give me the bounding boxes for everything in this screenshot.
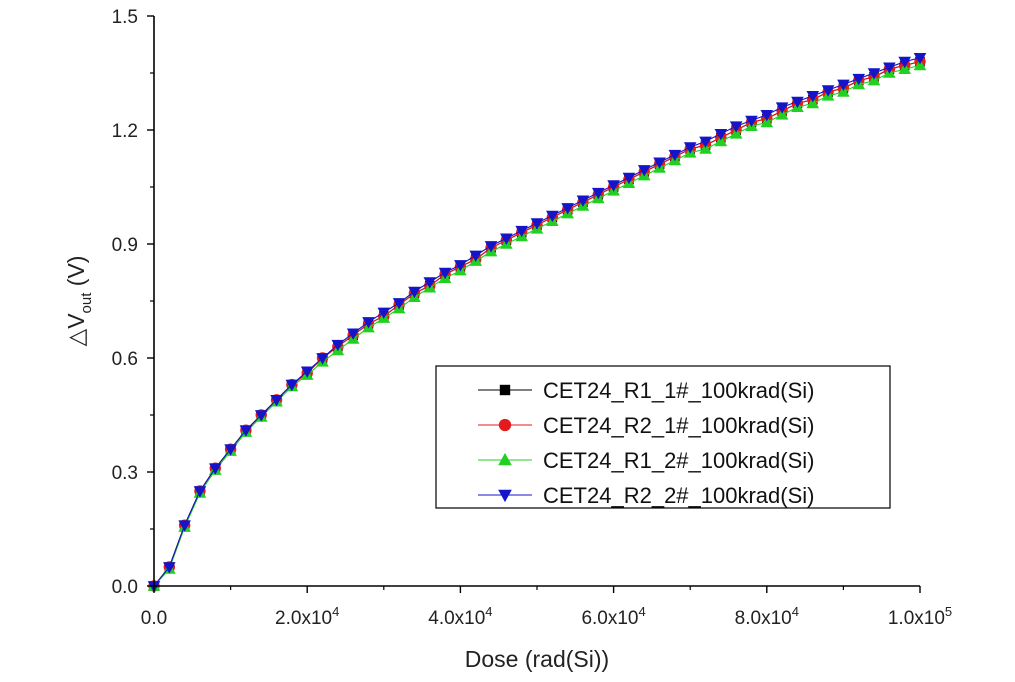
y-axis-title: △Vout (V) bbox=[63, 256, 95, 347]
data-point bbox=[867, 74, 881, 86]
data-point bbox=[254, 410, 268, 422]
ticks-layer: 0.0 2.0x104 4.0x104 6.0x104 8.0x104 1.0x105 0.… bbox=[112, 7, 953, 629]
y-axis-title-suffix: (V) bbox=[63, 256, 89, 293]
data-point bbox=[714, 134, 728, 147]
data-point bbox=[515, 225, 528, 238]
data-point bbox=[270, 395, 283, 407]
series-layer bbox=[147, 53, 927, 593]
data-point bbox=[591, 187, 605, 200]
x-tick-label: 6.0x104 bbox=[581, 604, 645, 629]
legend-marker bbox=[498, 452, 512, 466]
legend-marker bbox=[498, 489, 512, 503]
legend-marker bbox=[499, 384, 511, 396]
y-tick-label: 1.5 bbox=[112, 7, 138, 28]
data-point bbox=[500, 233, 513, 245]
y-axis-title-prefix: △V bbox=[63, 313, 89, 347]
data-point bbox=[208, 463, 222, 475]
data-point bbox=[913, 53, 927, 65]
data-point bbox=[729, 121, 743, 133]
data-point bbox=[898, 62, 911, 74]
data-point bbox=[668, 149, 682, 162]
data-point bbox=[852, 73, 866, 86]
data-point bbox=[576, 195, 590, 207]
data-point bbox=[484, 241, 498, 253]
data-point bbox=[821, 85, 835, 97]
data-point bbox=[377, 307, 391, 319]
data-point bbox=[775, 108, 789, 120]
data-point bbox=[760, 115, 774, 128]
series-1 bbox=[149, 56, 925, 591]
legend-marker bbox=[498, 418, 512, 432]
y-tick-label: 0.6 bbox=[112, 349, 138, 370]
data-point bbox=[392, 298, 406, 310]
series-2 bbox=[148, 55, 926, 592]
data-point bbox=[867, 68, 881, 80]
data-point bbox=[837, 85, 850, 97]
x-tick-label: 8.0x104 bbox=[735, 604, 799, 629]
data-point bbox=[653, 157, 666, 169]
y-axis-title-subscript: out bbox=[78, 292, 95, 314]
data-point bbox=[530, 218, 544, 230]
legend-label: CET24_R1_2#_100krad(Si) bbox=[543, 448, 815, 473]
data-point bbox=[806, 96, 820, 109]
legend-label: CET24_R2_1#_100krad(Si) bbox=[543, 413, 815, 438]
data-point bbox=[898, 56, 911, 69]
data-point bbox=[622, 172, 636, 185]
data-point bbox=[346, 328, 360, 340]
data-point bbox=[423, 277, 437, 289]
data-point bbox=[362, 317, 375, 329]
data-point bbox=[729, 127, 743, 139]
data-point bbox=[637, 165, 651, 177]
legend-label: CET24_R2_2#_100krad(Si) bbox=[543, 483, 815, 508]
data-point bbox=[699, 142, 712, 154]
data-point bbox=[607, 180, 620, 192]
data-point bbox=[163, 562, 176, 574]
data-point bbox=[745, 115, 758, 128]
data-point bbox=[760, 110, 774, 122]
data-point bbox=[408, 286, 421, 299]
series-4 bbox=[147, 53, 927, 593]
data-point bbox=[775, 102, 789, 114]
x-tick-label: 0.0 bbox=[141, 608, 167, 629]
data-point bbox=[285, 379, 299, 392]
y-tick-label: 0.9 bbox=[112, 235, 138, 256]
data-point bbox=[331, 339, 345, 352]
data-point bbox=[806, 91, 820, 103]
data-point bbox=[193, 486, 207, 498]
data-point bbox=[913, 58, 927, 71]
data-point bbox=[883, 62, 896, 74]
y-tick-label: 1.2 bbox=[112, 121, 138, 142]
legend: CET24_R1_1#_100krad(Si) CET24_R2_1#_100kr… bbox=[435, 365, 891, 509]
data-point bbox=[791, 96, 804, 109]
data-point bbox=[300, 366, 314, 378]
x-tick-label: 2.0x104 bbox=[275, 604, 339, 629]
data-point bbox=[714, 129, 728, 141]
x-tick-label: 4.0x104 bbox=[428, 604, 492, 629]
series-3 bbox=[147, 58, 927, 591]
data-point bbox=[316, 353, 329, 365]
data-point bbox=[561, 203, 574, 215]
data-point bbox=[837, 79, 850, 91]
data-point bbox=[469, 250, 483, 262]
data-point bbox=[224, 444, 237, 456]
data-point bbox=[239, 425, 253, 437]
x-axis-title: Dose (rad(Si)) bbox=[465, 646, 609, 672]
data-point bbox=[438, 267, 452, 280]
y-tick-label: 0.0 bbox=[112, 577, 138, 598]
legend-entry: CET24_R2_2#_100krad(Si) bbox=[478, 483, 815, 508]
data-point bbox=[178, 520, 191, 532]
legend-label: CET24_R1_1#_100krad(Si) bbox=[543, 378, 815, 403]
data-point bbox=[546, 210, 559, 223]
legend-entry: CET24_R2_1#_100krad(Si) bbox=[478, 413, 815, 438]
legend-entry: CET24_R1_1#_100krad(Si) bbox=[478, 378, 815, 403]
data-point bbox=[683, 142, 697, 154]
data-point bbox=[699, 136, 712, 148]
y-tick-label: 0.3 bbox=[112, 463, 138, 484]
x-tick-label: 1.0x105 bbox=[888, 604, 952, 629]
legend-entry: CET24_R1_2#_100krad(Si) bbox=[478, 448, 815, 473]
data-point bbox=[454, 260, 467, 272]
